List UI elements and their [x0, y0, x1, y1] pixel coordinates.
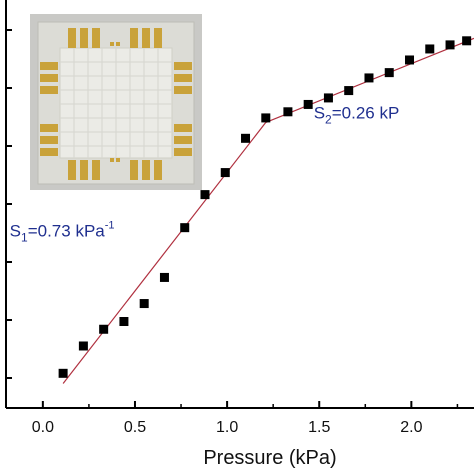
inset-sensor-photo — [30, 14, 202, 190]
data-point — [283, 107, 293, 117]
x-tick-label: 0.5 — [124, 419, 146, 436]
data-point — [303, 99, 313, 109]
x-tick-label: 0.0 — [32, 419, 54, 436]
annotations: S1=0.73 kPa-1 S2=0.26 kP — [10, 103, 400, 244]
x-ticks: 0.0 0.5 1.0 1.5 2.0 — [32, 401, 459, 436]
x-tick-label: 1.5 — [308, 419, 330, 436]
data-point — [78, 341, 88, 351]
slope-annotation-2: S2=0.26 kP — [314, 103, 400, 126]
data-point — [261, 113, 271, 123]
data-point — [425, 44, 435, 54]
y-ticks — [6, 29, 12, 379]
data-point — [58, 368, 68, 378]
x-tick-label: 2.0 — [400, 419, 422, 436]
data-point — [180, 223, 190, 233]
data-point — [119, 317, 129, 327]
fit-line — [62, 122, 267, 384]
data-point — [139, 299, 149, 309]
x-tick-label: 1.0 — [216, 419, 238, 436]
data-point — [159, 272, 169, 282]
data-point — [462, 36, 472, 46]
data-point — [384, 68, 394, 78]
data-point — [364, 73, 374, 83]
data-point — [344, 86, 354, 96]
data-points — [58, 36, 472, 378]
data-point — [220, 168, 230, 178]
data-point — [445, 40, 455, 50]
inset-gold-pads — [40, 28, 192, 180]
slope-annotation-1: S1=0.73 kPa-1 — [10, 220, 115, 245]
data-point — [323, 93, 333, 103]
data-point — [241, 133, 251, 143]
data-point — [405, 55, 415, 65]
inset-grid — [60, 48, 172, 158]
x-axis-title: Pressure (kPa) — [203, 447, 336, 469]
data-point — [200, 190, 210, 200]
data-point — [99, 324, 109, 334]
